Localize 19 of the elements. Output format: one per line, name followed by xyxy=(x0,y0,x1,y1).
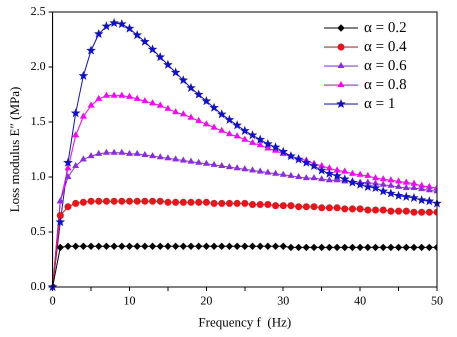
y-tick-label: 0.0 xyxy=(30,279,46,294)
y-tick-label: 1.5 xyxy=(30,114,46,128)
x-tick-label: 20 xyxy=(200,293,212,308)
x-tick-label: 0 xyxy=(50,293,56,308)
x-tick-label: 10 xyxy=(123,293,136,308)
legend-label: α = 0.6 xyxy=(364,58,408,74)
y-tick-label: 0.5 xyxy=(30,224,46,238)
y-axis-title: Loss modulus E″ (MPa) xyxy=(7,86,22,212)
y-tick-label: 2.0 xyxy=(30,59,46,74)
x-tick-label: 30 xyxy=(277,293,290,308)
x-tick-label: 40 xyxy=(354,293,366,308)
legend-label: α = 0.2 xyxy=(364,20,407,36)
legend-label: α = 0.8 xyxy=(364,76,407,93)
y-tick-label: 1.0 xyxy=(30,169,46,184)
x-axis-title: Frequency f (Hz) xyxy=(198,314,292,330)
legend-label: α = 0.4 xyxy=(364,38,408,55)
y-tick-label: 2.5 xyxy=(30,4,46,18)
x-tick-label: 50 xyxy=(431,293,443,308)
legend-label: α = 1 xyxy=(364,96,396,112)
